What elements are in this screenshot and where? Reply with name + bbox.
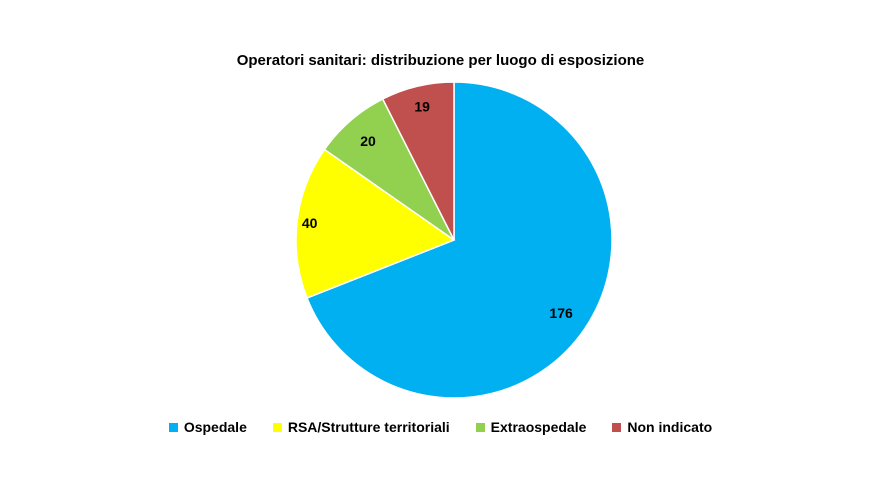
legend: Ospedale RSA/Strutture territoriali Extr…	[0, 419, 881, 435]
legend-label: RSA/Strutture territoriali	[287, 419, 450, 435]
legend-swatch	[612, 422, 622, 432]
legend-swatch	[168, 422, 178, 432]
legend-item-rsa: RSA/Strutture territoriali	[272, 419, 450, 435]
data-label-extraospedale: 20	[360, 133, 376, 149]
legend-swatch	[475, 422, 485, 432]
legend-label: Ospedale	[183, 419, 247, 435]
legend-swatch	[272, 422, 282, 432]
data-label-rsa: 40	[302, 215, 318, 231]
data-label-ospedale: 176	[549, 305, 573, 321]
pie-slice-ospedale	[306, 81, 613, 399]
legend-item-non-indicato: Non indicato	[612, 419, 712, 435]
legend-label: Non indicato	[627, 419, 713, 435]
legend-item-ospedale: Ospedale	[168, 419, 247, 435]
pie-slice-rsa	[295, 148, 456, 299]
legend-label: Extraospedale	[490, 419, 587, 435]
legend-item-extraospedale: Extraospedale	[475, 419, 587, 435]
pie-slice-non-indicato	[381, 81, 455, 241]
data-label-non-indicato: 19	[414, 98, 430, 114]
chart-title: Operatori sanitari: distribuzione per lu…	[236, 52, 645, 69]
